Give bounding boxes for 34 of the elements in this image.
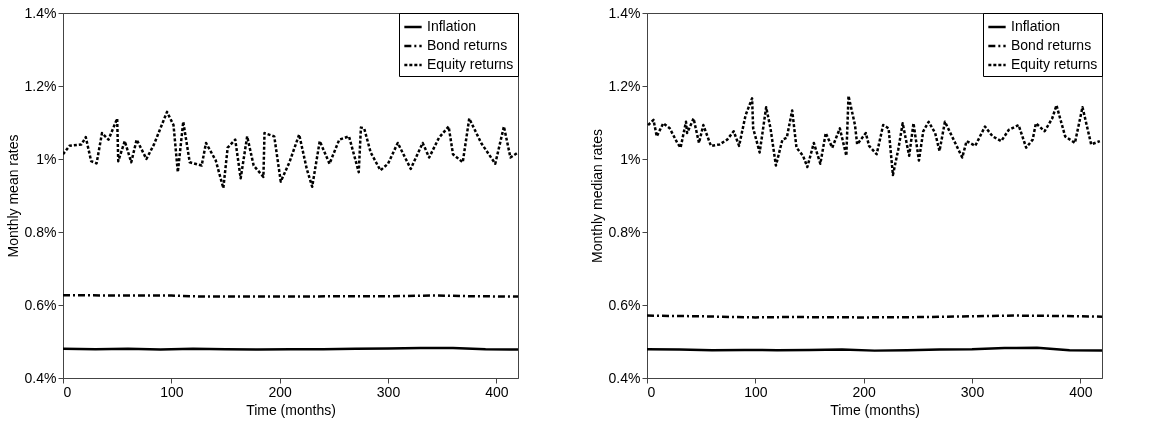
y-tick-label: 0.8% (24, 223, 57, 240)
x-tick-label: 0 (647, 383, 656, 400)
y-tick-label: 1.4% (608, 4, 641, 21)
x-tick-label: 100 (744, 383, 768, 400)
y-tick-label: 0.6% (608, 296, 641, 313)
legend-label: Inflation (1011, 18, 1061, 34)
x-tick-label: 100 (160, 383, 184, 400)
x-tick-label: 400 (485, 383, 509, 400)
x-tick-label: 300 (376, 383, 401, 400)
y-tick-label: 0.4% (24, 369, 57, 386)
line-series (63, 110, 518, 190)
y-axis-title: Monthly mean rates (4, 134, 21, 258)
legend-label: Bond returns (1011, 37, 1092, 53)
legend-label: Bond returns (427, 37, 508, 53)
y-tick-label: 0.8% (608, 223, 641, 240)
x-tick-label: 300 (960, 383, 985, 400)
legend-label: Equity returns (427, 56, 514, 72)
y-tick-label: 0.6% (24, 296, 57, 313)
y-tick-label: 1.4% (24, 4, 57, 21)
legend-label: Equity returns (1011, 56, 1098, 72)
line-series (647, 94, 1102, 177)
y-tick-label: 1.2% (608, 77, 641, 94)
y-tick-label: 1% (620, 150, 641, 167)
x-tick-label: 200 (852, 383, 877, 400)
y-tick-label: 1.2% (24, 77, 57, 94)
y-tick-label: 0.4% (608, 369, 641, 386)
x-tick-label: 400 (1069, 383, 1093, 400)
x-tick-label: 0 (63, 383, 72, 400)
y-tick-label: 1% (36, 150, 57, 167)
x-tick-label: 200 (268, 383, 293, 400)
x-axis-title: Time (months) (246, 401, 336, 418)
legend-label: Inflation (427, 18, 477, 34)
x-axis-title: Time (months) (830, 401, 920, 418)
y-axis-title: Monthly median rates (588, 129, 605, 263)
